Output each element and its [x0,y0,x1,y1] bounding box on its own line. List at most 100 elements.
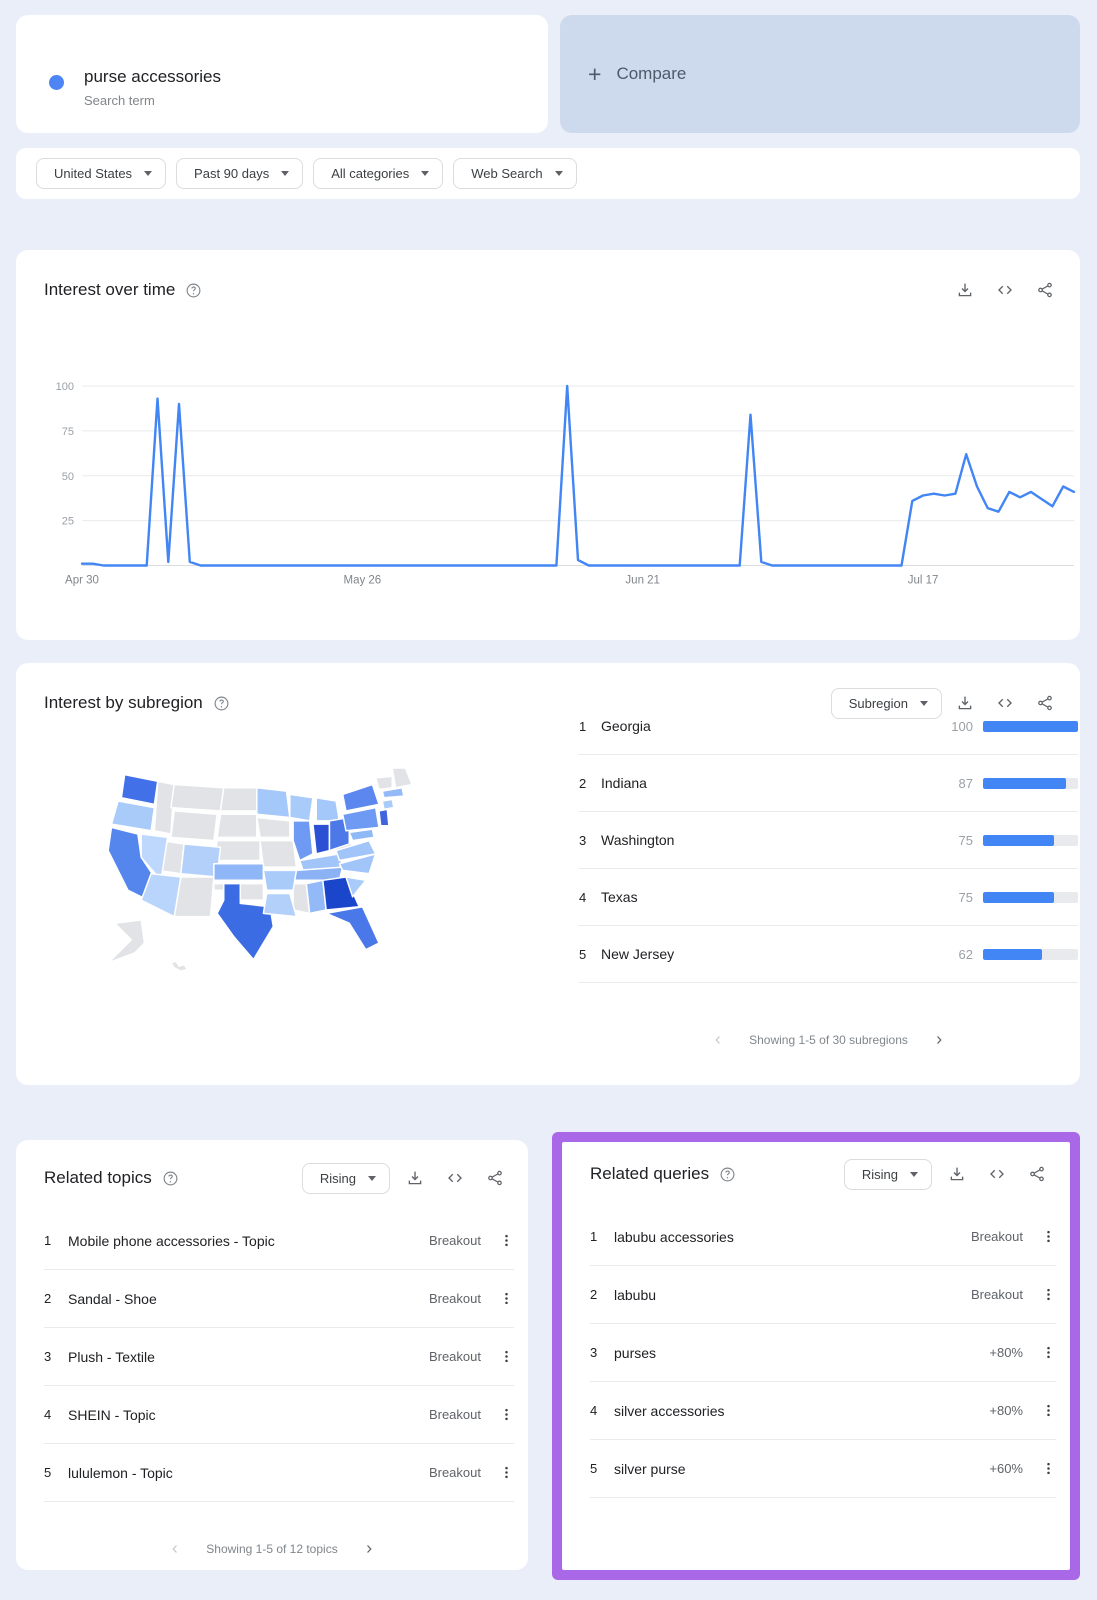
state-la[interactable] [262,892,298,918]
related-query-row[interactable]: 3 purses +80% [590,1324,1056,1382]
state-vt[interactable] [374,775,393,791]
more-options-icon[interactable] [1041,1228,1056,1245]
download-icon[interactable] [956,694,974,712]
state-ar[interactable] [262,869,298,891]
state-md[interactable] [348,828,375,842]
subregion-row[interactable]: 3 Washington 75 [579,812,1078,869]
caret-down-icon [144,171,153,176]
state-va[interactable] [335,839,377,862]
query-rank: 2 [590,1287,598,1302]
share-icon[interactable] [486,1169,504,1187]
state-mt[interactable] [170,783,225,812]
related-query-row[interactable]: 1 labubu accessories Breakout [590,1208,1056,1266]
next-page-icon[interactable] [362,1542,376,1556]
query-rank: 1 [590,1229,598,1244]
state-ks[interactable] [213,863,265,882]
more-options-icon[interactable] [499,1232,514,1249]
state-nc[interactable] [338,853,377,875]
state-il[interactable] [292,820,314,862]
state-hi[interactable] [170,960,189,972]
state-me[interactable] [391,767,413,789]
topic-label: SHEIN - Topic [68,1406,156,1423]
embed-code-icon[interactable] [996,694,1014,712]
help-icon[interactable] [213,695,230,712]
state-ny[interactable] [341,783,380,812]
related-query-row[interactable]: 2 labubu Breakout [590,1266,1056,1324]
state-az[interactable] [140,872,182,918]
download-icon[interactable] [948,1165,966,1183]
embed-code-icon[interactable] [988,1165,1006,1183]
state-nd[interactable] [219,787,258,812]
more-options-icon[interactable] [499,1406,514,1423]
state-ia[interactable] [256,816,291,839]
state-in[interactable] [312,823,331,855]
related-topic-row[interactable]: 3 Plush - Textile Breakout [44,1328,514,1386]
search-type-filter-dropdown[interactable]: Web Search [453,158,577,189]
state-nj[interactable] [378,808,390,827]
more-options-icon[interactable] [1041,1344,1056,1361]
us-choropleth-map[interactable] [100,767,440,986]
state-wi[interactable] [289,793,314,822]
embed-code-icon[interactable] [446,1169,464,1187]
state-pa[interactable] [341,806,380,832]
state-wa[interactable] [120,773,159,806]
subregion-row[interactable]: 2 Indiana 87 [579,755,1078,812]
subregion-mode-dropdown[interactable]: Subregion [830,687,942,719]
svg-text:Jun 21: Jun 21 [625,575,660,587]
embed-code-icon[interactable] [996,281,1014,299]
interest-over-time-card: Interest over time 25 50 75 100 Apr 30 May 26… [16,250,1080,640]
help-icon[interactable] [185,282,202,299]
category-filter-dropdown[interactable]: All categories [313,158,444,189]
query-label: purses [614,1344,657,1361]
subregion-bar [983,720,1078,732]
related-topic-row[interactable]: 4 SHEIN - Topic Breakout [44,1386,514,1444]
previous-page-icon[interactable] [711,1033,725,1047]
more-options-icon[interactable] [1041,1286,1056,1303]
subregion-bar [983,777,1078,789]
share-icon[interactable] [1036,694,1054,712]
subregion-row[interactable]: 4 Texas 75 [579,869,1078,926]
state-or[interactable] [110,800,156,832]
download-icon[interactable] [406,1169,424,1187]
related-topic-row[interactable]: 5 lululemon - Topic Breakout [44,1444,514,1502]
search-term-type-label: Search term [84,93,155,108]
subregion-row[interactable]: 5 New Jersey 62 [579,926,1078,983]
previous-page-icon[interactable] [168,1542,182,1556]
share-icon[interactable] [1036,281,1054,299]
subregion-row[interactable]: 1 Georgia 100 [579,698,1078,755]
more-options-icon[interactable] [1041,1402,1056,1419]
related-query-row[interactable]: 5 silver purse +60% [590,1440,1056,1498]
state-fl[interactable] [325,905,380,951]
state-tx[interactable] [216,882,275,961]
state-ma[interactable] [381,787,405,799]
next-page-icon[interactable] [932,1033,946,1047]
time-filter-dropdown[interactable]: Past 90 days [176,158,304,189]
map-states [107,767,413,972]
state-ct[interactable] [381,798,395,811]
more-options-icon[interactable] [499,1290,514,1307]
state-sc[interactable] [345,876,367,898]
more-options-icon[interactable] [499,1464,514,1481]
state-wy[interactable] [170,810,218,842]
compare-button[interactable]: + Compare [560,15,1080,133]
more-options-icon[interactable] [1041,1460,1056,1477]
share-icon[interactable] [1028,1165,1046,1183]
topics-sort-dropdown[interactable]: Rising [301,1162,390,1194]
help-icon[interactable] [162,1170,179,1187]
subregion-bar [983,948,1078,960]
related-topic-row[interactable]: 1 Mobile phone accessories - Topic Break… [44,1212,514,1270]
geo-filter-dropdown[interactable]: United States [36,158,167,189]
state-sd[interactable] [216,813,258,839]
interest-line-chart[interactable]: 25 50 75 100 Apr 30 May 26 Jun 21 Jul 17 [56,370,1096,595]
download-icon[interactable] [956,281,974,299]
state-ak[interactable] [107,919,146,964]
related-query-row[interactable]: 4 silver accessories +80% [590,1382,1056,1440]
state-mi[interactable] [315,796,341,822]
state-mo[interactable] [259,839,298,868]
subregion-mode-label: Subregion [848,695,908,711]
more-options-icon[interactable] [499,1348,514,1365]
help-icon[interactable] [719,1166,736,1183]
related-topic-row[interactable]: 2 Sandal - Shoe Breakout [44,1270,514,1328]
queries-sort-dropdown[interactable]: Rising [843,1158,932,1190]
state-mn[interactable] [256,787,291,819]
